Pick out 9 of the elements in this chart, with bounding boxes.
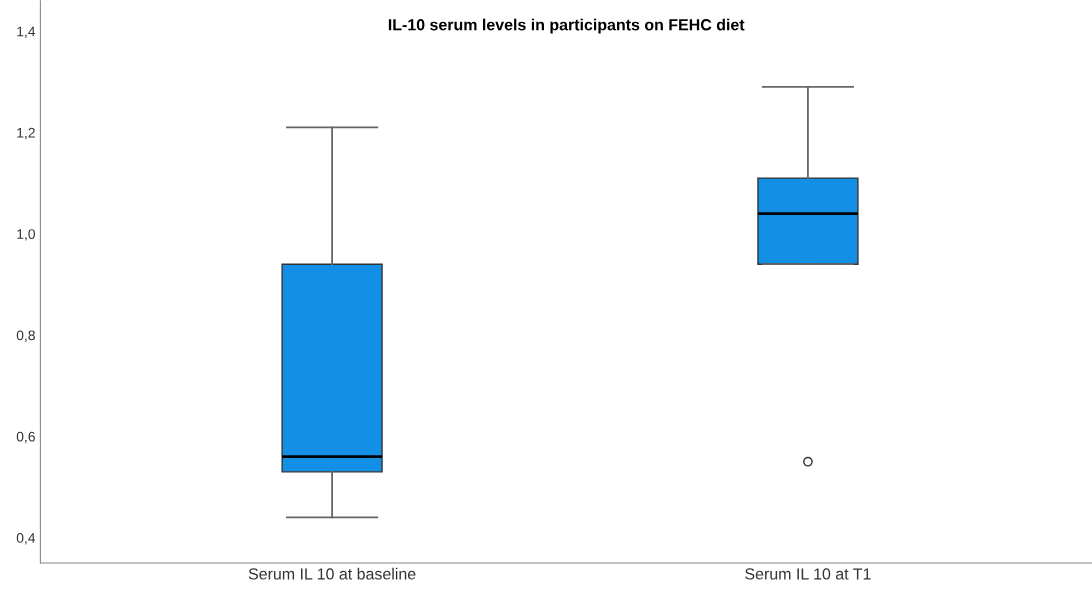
x-tick-label: Serum IL 10 at T1	[745, 568, 871, 580]
y-tick-label: 0,4	[16, 533, 36, 545]
y-tick-label: 1,4	[17, 26, 36, 39]
y-tick-label: 0,8	[16, 330, 35, 342]
y-tick-label: 0,6	[16, 431, 35, 444]
x-tick-label: Serum IL 10 at baseline	[248, 567, 416, 580]
y-tick-label: 1,0	[17, 229, 35, 241]
y-tick-label: 1,2	[17, 127, 35, 140]
text: IL-10 serum levels in participants on FEHC diet	[388, 18, 745, 34]
